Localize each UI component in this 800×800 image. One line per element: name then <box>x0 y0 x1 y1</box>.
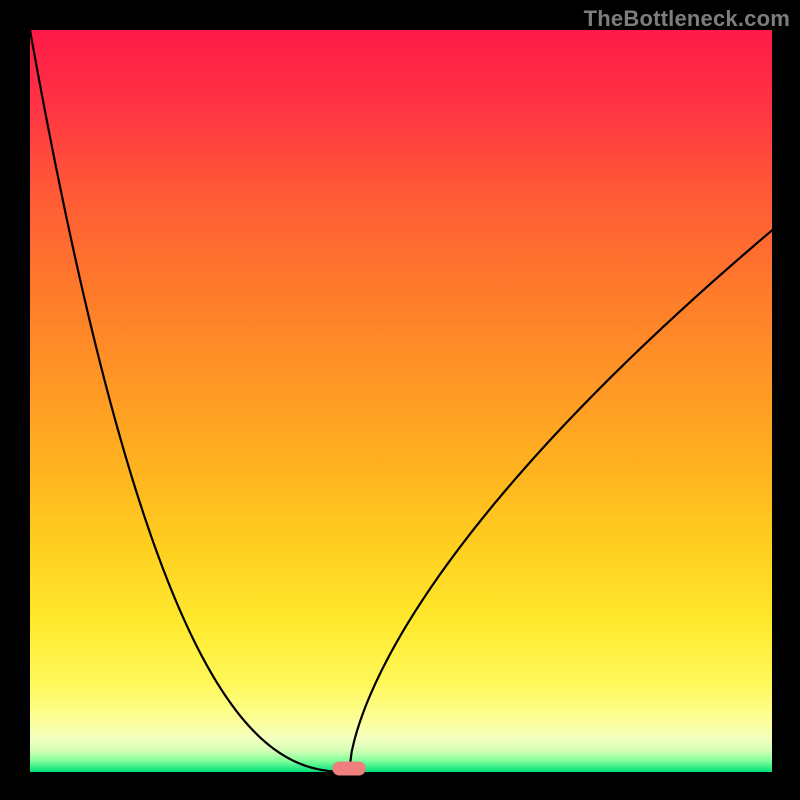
chart-container: TheBottleneck.com <box>0 0 800 800</box>
minimum-marker-pill <box>332 762 365 776</box>
plot-background-gradient <box>30 30 772 772</box>
bottleneck-curve-chart <box>0 0 800 800</box>
watermark-text: TheBottleneck.com <box>584 6 790 32</box>
